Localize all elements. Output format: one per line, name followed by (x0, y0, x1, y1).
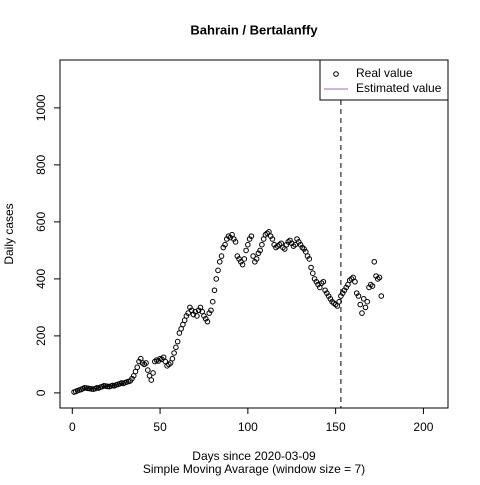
x-tick-label: 50 (153, 420, 167, 434)
point (241, 256, 248, 262)
point (150, 370, 156, 376)
point (357, 301, 364, 308)
y-tick-label: 600 (34, 212, 48, 232)
point (143, 360, 149, 366)
point (259, 241, 265, 248)
point (209, 298, 216, 305)
point (208, 307, 214, 314)
point (148, 377, 155, 383)
x-tick-label: 150 (326, 420, 346, 434)
point (369, 283, 376, 289)
point (257, 247, 263, 254)
point (359, 310, 365, 316)
point (306, 256, 313, 262)
point (355, 293, 362, 299)
point (253, 256, 260, 262)
point (292, 241, 299, 248)
point (213, 276, 220, 282)
plot-frame (59, 59, 449, 409)
point (144, 367, 151, 373)
y-tick-label: 400 (34, 269, 48, 289)
point (269, 236, 276, 242)
point (239, 261, 246, 268)
point (218, 253, 225, 259)
point (194, 313, 200, 319)
point (245, 241, 251, 248)
x-tick-label: 0 (69, 420, 76, 434)
point (222, 241, 228, 248)
legend-label: Estimated value (356, 81, 442, 95)
point (308, 264, 314, 271)
x-tick-label: 100 (238, 420, 258, 434)
y-axis-label: Daily cases (2, 203, 16, 264)
point (211, 287, 218, 294)
point (364, 298, 371, 305)
y-tick-label: 1000 (34, 94, 48, 121)
y-tick-label: 200 (34, 326, 48, 346)
x-tick-label: 200 (413, 420, 433, 434)
point (215, 267, 221, 274)
point (320, 278, 327, 285)
point (376, 274, 383, 281)
subtitle: Simple Moving Avarage (window size = 7) (143, 462, 365, 476)
point (171, 350, 177, 356)
legend-box (319, 59, 449, 101)
point (378, 293, 385, 299)
point (173, 344, 179, 351)
point (336, 298, 342, 305)
point (204, 318, 211, 325)
y-tick-label: 0 (34, 389, 48, 396)
point (134, 364, 141, 371)
point (216, 258, 223, 265)
point (310, 270, 316, 276)
point (169, 355, 176, 362)
point (248, 233, 255, 239)
point (232, 239, 239, 245)
point (360, 296, 367, 302)
point (371, 258, 378, 265)
point (250, 253, 256, 259)
point (174, 338, 181, 345)
x-axis-label: Days since 2020-03-09 (192, 449, 316, 463)
point (362, 304, 369, 311)
legend-marker (333, 71, 339, 77)
point (185, 310, 191, 316)
point (352, 278, 358, 285)
point (243, 247, 249, 254)
chart-title: Bahrain / Bertalanffy (190, 22, 318, 37)
legend-label: Real value (356, 66, 413, 80)
y-tick-label: 800 (34, 155, 48, 175)
